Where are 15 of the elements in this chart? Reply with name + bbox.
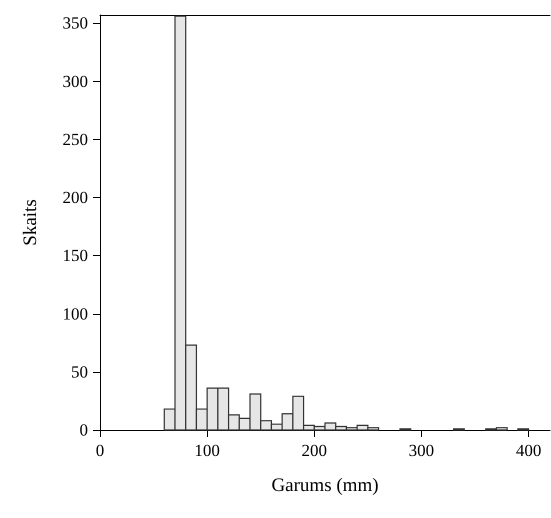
y-tick-label: 150 [62, 246, 88, 266]
y-tick-label: 350 [62, 14, 88, 33]
y-tick-label: 100 [62, 304, 88, 324]
y-tick-label: 50 [71, 362, 88, 382]
x-tick-label: 300 [408, 441, 434, 460]
x-tick-label: 200 [302, 441, 328, 460]
y-tick-label: 300 [62, 72, 88, 91]
x-tick-label: 400 [516, 441, 542, 460]
y-tick-label: 250 [62, 130, 88, 149]
x-tick-label: 100 [194, 441, 220, 460]
y-tick-label: 200 [62, 188, 88, 208]
x-axis-title: Garums (mm) [271, 475, 379, 496]
x-tick-label: 0 [96, 441, 104, 460]
y-tick-label: 0 [80, 420, 88, 440]
y-axis-title: Skaits [20, 199, 41, 246]
